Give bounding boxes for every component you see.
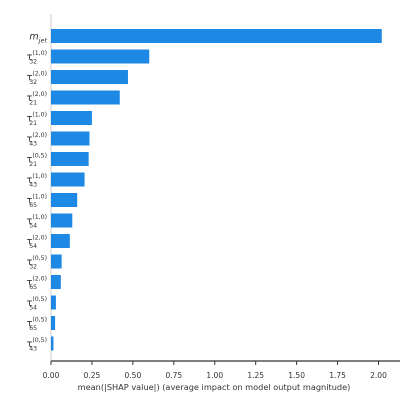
bar xyxy=(51,90,120,105)
category-label: τ(0,5) 54 xyxy=(27,296,47,312)
bar xyxy=(51,234,70,248)
category-label: τ(2,0) 43 xyxy=(27,132,47,148)
x-tick-label: 1.75 xyxy=(329,371,346,380)
category-label: τ(1,0) 32 xyxy=(27,50,47,66)
x-tick-label: 1.00 xyxy=(206,371,223,380)
category-label: τ(1,0) 43 xyxy=(27,173,47,189)
category-label: τ(1,0) 65 xyxy=(27,194,47,210)
x-tick-label: 1.25 xyxy=(247,371,264,380)
x-tick-label: 0.25 xyxy=(84,371,101,380)
bar xyxy=(51,213,73,228)
category-label: τ(0,5) 21 xyxy=(27,153,47,169)
x-tick-label: 0.75 xyxy=(165,371,182,380)
bar xyxy=(51,29,382,43)
bar xyxy=(51,316,56,330)
bar xyxy=(51,131,90,146)
x-tick-label: 1.50 xyxy=(288,371,305,380)
x-tick-label: 0.00 xyxy=(43,371,60,380)
bar xyxy=(51,70,128,84)
category-label: τ(0,5) 65 xyxy=(27,317,47,333)
x-tick-label: 0.50 xyxy=(125,371,142,380)
category-label: τ(2,0) 54 xyxy=(27,235,47,251)
bar xyxy=(51,152,89,166)
x-axis-title: mean(|SHAP value|) (average impact on mo… xyxy=(78,382,351,392)
bar xyxy=(51,172,85,187)
bar xyxy=(51,275,61,289)
x-tick-label: 2.00 xyxy=(370,371,387,380)
bar xyxy=(51,336,54,351)
category-label: τ(0,5) 43 xyxy=(27,337,47,353)
bar xyxy=(51,193,78,207)
category-label: τ(1,0) 21 xyxy=(27,112,47,128)
category-label: τ(2,0) 21 xyxy=(27,91,47,107)
bar xyxy=(51,295,56,310)
bar xyxy=(51,111,92,125)
category-label: τ(2,0) 65 xyxy=(27,276,47,292)
category-label: mjet xyxy=(29,32,47,45)
bar xyxy=(51,254,62,269)
category-label: τ(1,0) 54 xyxy=(27,214,47,230)
category-label: τ(0,5) 32 xyxy=(27,255,47,271)
bar xyxy=(51,49,150,64)
category-label: τ(2,0) 32 xyxy=(27,71,47,87)
